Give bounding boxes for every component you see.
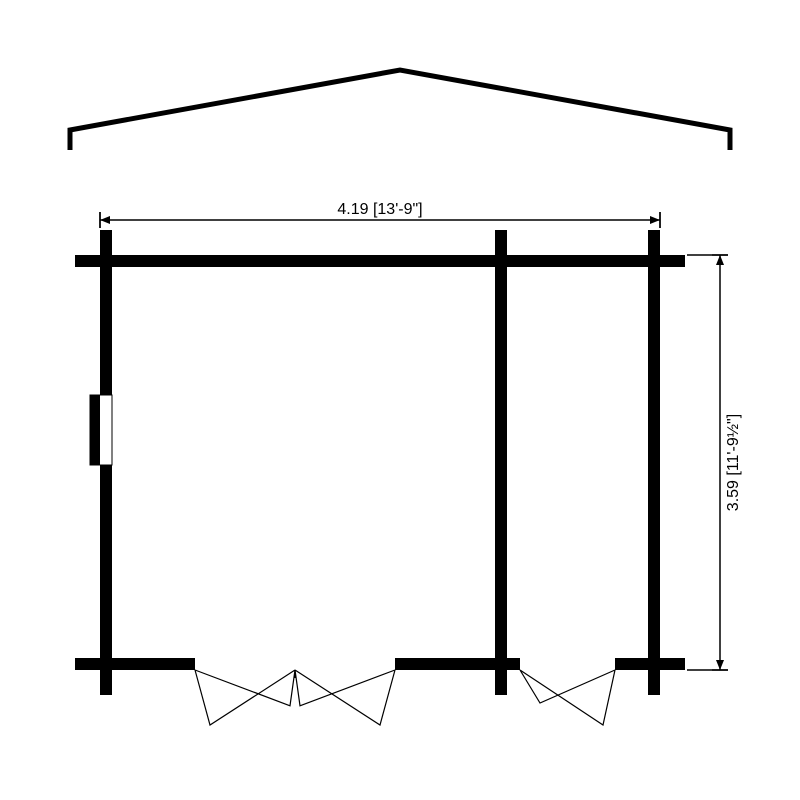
roof-profile bbox=[70, 70, 730, 150]
dimension-width-label: 4.19 [13'-9"] bbox=[337, 201, 422, 218]
floor-plan-diagram: 4.19 [13'-9"] 3.59 [11'-9½"] bbox=[0, 0, 800, 800]
floor-plan bbox=[75, 230, 685, 725]
dimension-width: 4.19 [13'-9"] bbox=[92, 201, 660, 228]
partition-wall bbox=[495, 255, 507, 670]
dimension-height: 3.59 [11'-9½"] bbox=[687, 255, 742, 670]
dimension-height-label: 3.59 [11'-9½"] bbox=[725, 414, 742, 511]
window bbox=[90, 395, 100, 465]
single-door bbox=[520, 670, 615, 725]
